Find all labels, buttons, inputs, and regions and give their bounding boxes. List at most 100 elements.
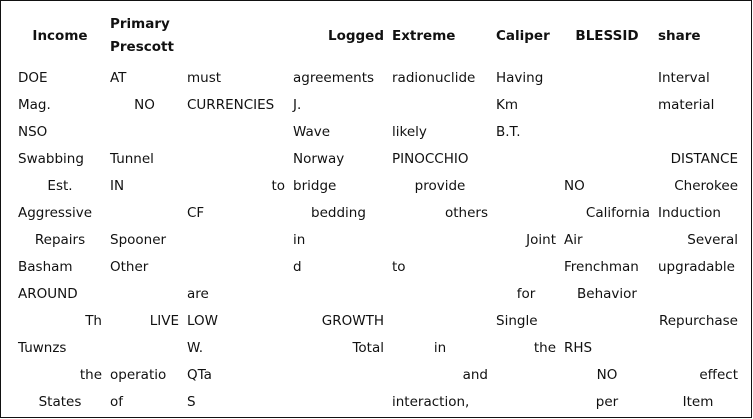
table-cell <box>654 281 742 308</box>
table-cell <box>388 92 492 119</box>
table-cell: Spooner <box>110 232 167 248</box>
table-cell: Induction <box>658 205 721 221</box>
table-cell <box>492 173 560 200</box>
header-caliper: Caliper <box>496 27 550 44</box>
table-cell: bridge <box>293 178 337 194</box>
table-cell <box>560 119 654 146</box>
table-cell: Having <box>496 70 544 86</box>
table-row: Basham Other d to Frenchman upgradable <box>14 254 742 281</box>
table-cell: operatio <box>110 367 167 383</box>
table-cell: NO <box>596 367 618 383</box>
table-cell <box>183 254 289 281</box>
table-cell: Mag. <box>18 97 51 113</box>
table-cell: the <box>79 367 102 383</box>
table-cell: Wave <box>293 124 331 140</box>
table-cell <box>654 119 742 146</box>
table-cell: DISTANCE <box>670 151 738 167</box>
table-row: Aggressive CF bedding others California … <box>14 200 742 227</box>
table-cell: AROUND <box>18 286 78 302</box>
table-cell <box>106 200 183 227</box>
table-cell: S <box>187 394 196 410</box>
table-cell: Air <box>564 232 583 248</box>
table-cell: and <box>462 367 488 383</box>
table-cell: Th <box>85 313 102 329</box>
table-row: NSO Wave likely B.T. <box>14 119 742 146</box>
table-cell <box>492 362 560 389</box>
table-cell <box>106 119 183 146</box>
table-cell: Interval <box>658 70 710 86</box>
table-cell <box>492 200 560 227</box>
table-row: Repairs Spooner in Joint Air Several <box>14 227 742 254</box>
table-cell: to <box>271 178 285 194</box>
table-cell: DOE <box>18 70 48 86</box>
table-cell <box>183 146 289 173</box>
table-cell: Total <box>352 340 384 356</box>
table-cell: Tunnel <box>110 151 154 167</box>
table-cell: in <box>293 232 306 248</box>
header-row: Income Primary Prescott Logged Extreme Ca… <box>14 7 742 65</box>
table-cell: provide <box>414 178 466 194</box>
table-cell <box>492 146 560 173</box>
table-cell: are <box>187 286 209 302</box>
table-body: DOE AT must agreements radionuclide Havi… <box>14 65 742 416</box>
table-cell: bedding <box>311 205 366 221</box>
table-cell: Repairs <box>34 232 86 248</box>
header-blank <box>183 7 289 65</box>
table-cell: LOW <box>187 313 219 329</box>
table-cell <box>492 254 560 281</box>
table-cell: NSO <box>18 124 48 140</box>
table-cell <box>106 335 183 362</box>
table-row: Tuwnzs W. Total in the RHS <box>14 335 742 362</box>
table-cell <box>289 362 388 389</box>
table-row: States of S interaction, per Item <box>14 389 742 416</box>
table-cell: Basham <box>18 259 73 275</box>
table-cell: AT <box>110 70 127 86</box>
table-cell <box>560 65 654 92</box>
table-cell: NO <box>564 178 585 194</box>
table-cell: Swabbing <box>18 151 84 167</box>
table-cell: Other <box>110 259 149 275</box>
header-logged: Logged <box>327 27 384 44</box>
table-cell: Est. <box>47 178 73 194</box>
table-cell: of <box>110 394 124 410</box>
table-cell: for <box>516 286 536 302</box>
table-cell <box>183 227 289 254</box>
table-cell <box>183 119 289 146</box>
table-cell: Several <box>687 232 738 248</box>
table-cell: Norway <box>293 151 345 167</box>
data-table: Income Primary Prescott Logged Extreme Ca… <box>14 7 742 416</box>
table-cell <box>289 281 388 308</box>
table-cell: W. <box>187 340 204 356</box>
table-cell: the <box>533 340 556 356</box>
table-cell: to <box>392 259 406 275</box>
table-cell: effect <box>699 367 738 383</box>
table-cell: d <box>293 259 302 275</box>
table-cell: Joint <box>526 232 556 248</box>
table-cell: radionuclide <box>392 70 476 86</box>
table-cell: agreements <box>293 70 375 86</box>
header-share: share <box>658 27 701 44</box>
table-header: Income Primary Prescott Logged Extreme Ca… <box>14 7 742 65</box>
header-income: Income <box>32 27 88 44</box>
table-row: Swabbing Tunnel Norway PINOCCHIO DISTANC… <box>14 146 742 173</box>
table-cell: Tuwnzs <box>18 340 67 356</box>
table-cell: material <box>658 97 715 113</box>
table-cell: California <box>585 205 650 221</box>
table-cell <box>388 227 492 254</box>
table-cell: Km <box>496 97 519 113</box>
table-cell: in <box>433 340 447 356</box>
table-row: AROUND are for Behavior <box>14 281 742 308</box>
table-cell <box>654 335 742 362</box>
header-blessid: BLESSID <box>575 27 639 44</box>
table-cell: Frenchman <box>564 259 639 275</box>
table-cell <box>388 308 492 335</box>
table-cell: interaction, <box>392 394 470 410</box>
table-cell: likely <box>392 124 427 140</box>
table-cell: LIVE <box>149 313 179 329</box>
table-cell: Behavior <box>577 286 637 302</box>
table-cell <box>492 389 560 416</box>
table-cell <box>106 281 183 308</box>
table-row: Th LIVE LOW GROWTH Single Repurchase <box>14 308 742 335</box>
table-cell: Single <box>496 313 538 329</box>
